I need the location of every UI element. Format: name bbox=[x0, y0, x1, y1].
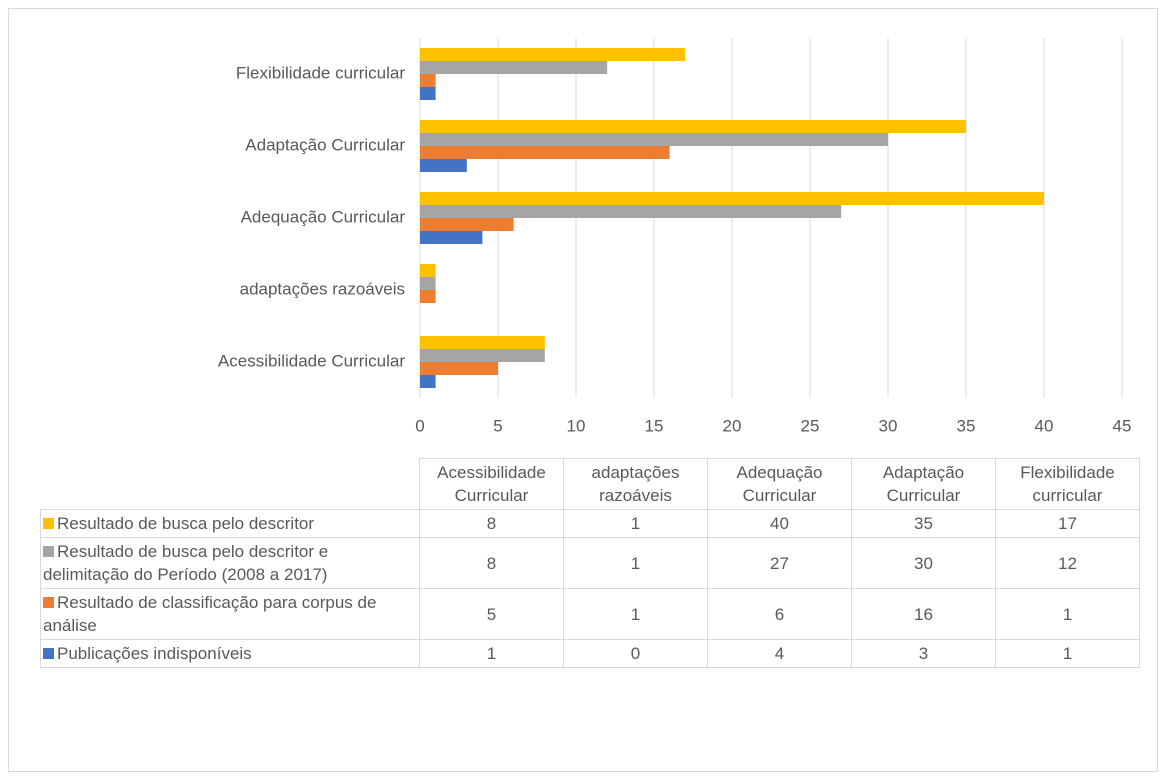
legend-label: Resultado de classificação para corpus d… bbox=[43, 593, 377, 635]
legend-cell: Publicações indisponíveis bbox=[40, 639, 420, 668]
column-header: Flexibilidade curricular bbox=[995, 458, 1140, 510]
y-tick-label: Acessibilidade Curricular bbox=[218, 351, 405, 370]
legend-label: Resultado de busca pelo descritor bbox=[57, 514, 315, 533]
value-cell: 1 bbox=[995, 639, 1140, 668]
value-cell: 6 bbox=[707, 588, 852, 640]
x-tick-label: 0 bbox=[415, 416, 424, 435]
bar bbox=[420, 48, 686, 61]
bar bbox=[420, 336, 545, 349]
legend-swatch bbox=[43, 546, 54, 557]
y-tick-label: Adaptação Curricular bbox=[245, 135, 405, 154]
bar bbox=[420, 362, 498, 375]
bar bbox=[420, 277, 436, 290]
bar bbox=[420, 74, 436, 87]
x-tick-label: 20 bbox=[723, 416, 742, 435]
bar bbox=[420, 375, 436, 388]
column-header: adaptações razoáveis bbox=[563, 458, 708, 510]
value-cell: 16 bbox=[851, 588, 996, 640]
bar bbox=[420, 120, 966, 133]
value-cell: 1 bbox=[563, 537, 708, 589]
chart-frame bbox=[8, 8, 1158, 772]
table-row: Resultado de busca pelo descritor e deli… bbox=[40, 537, 1140, 589]
table-row: Resultado de classificação para corpus d… bbox=[40, 588, 1140, 640]
legend-label: Publicações indisponíveis bbox=[57, 644, 252, 663]
table-row: Publicações indisponíveis 1 0 4 3 1 bbox=[40, 639, 1140, 668]
y-tick-label: Adequação Curricular bbox=[241, 207, 406, 226]
column-header: Adaptação Curricular bbox=[851, 458, 996, 510]
value-cell: 17 bbox=[995, 509, 1140, 538]
value-cell: 0 bbox=[563, 639, 708, 668]
bar bbox=[420, 61, 608, 74]
header-row: Acessibilidade Curricular adaptações razo… bbox=[41, 458, 1140, 510]
x-tick-label: 15 bbox=[645, 416, 664, 435]
x-tick-label: 25 bbox=[801, 416, 820, 435]
legend-label: Resultado de busca pelo descritor e deli… bbox=[43, 542, 329, 584]
bar bbox=[420, 159, 467, 172]
bar bbox=[420, 264, 436, 277]
value-cell: 1 bbox=[563, 509, 708, 538]
bar bbox=[420, 146, 670, 159]
value-cell: 12 bbox=[995, 537, 1140, 589]
value-cell: 8 bbox=[419, 537, 564, 589]
bar bbox=[420, 218, 514, 231]
data-table: Acessibilidade Curricular adaptações razo… bbox=[40, 458, 1140, 668]
value-cell: 3 bbox=[851, 639, 996, 668]
x-tick-label: 40 bbox=[1035, 416, 1054, 435]
bar bbox=[420, 290, 436, 303]
bar bbox=[420, 133, 888, 146]
legend-cell: Resultado de busca pelo descritor e deli… bbox=[40, 537, 420, 589]
bar bbox=[420, 349, 545, 362]
x-tick-label: 35 bbox=[957, 416, 976, 435]
blank-cell bbox=[41, 459, 420, 510]
x-tick-label: 5 bbox=[493, 416, 502, 435]
column-header: Adequação Curricular bbox=[707, 458, 852, 510]
value-cell: 35 bbox=[851, 509, 996, 538]
value-cell: 4 bbox=[707, 639, 852, 668]
legend-swatch bbox=[43, 648, 54, 659]
value-cell: 8 bbox=[419, 509, 564, 538]
y-tick-label: adaptações razoáveis bbox=[240, 279, 405, 298]
legend-cell: Resultado de classificação para corpus d… bbox=[40, 588, 420, 640]
legend-swatch bbox=[43, 518, 54, 529]
bar bbox=[420, 231, 483, 244]
x-tick-label: 45 bbox=[1113, 416, 1132, 435]
x-tick-label: 30 bbox=[879, 416, 898, 435]
value-cell: 30 bbox=[851, 537, 996, 589]
y-tick-label: Flexibilidade curricular bbox=[236, 63, 405, 82]
bar bbox=[420, 192, 1044, 205]
value-cell: 40 bbox=[707, 509, 852, 538]
value-cell: 27 bbox=[707, 537, 852, 589]
table-row: Resultado de busca pelo descritor 8 1 40 35 1… bbox=[40, 509, 1140, 538]
legend-cell: Resultado de busca pelo descritor bbox=[40, 509, 420, 538]
value-cell: 5 bbox=[419, 588, 564, 640]
value-cell: 1 bbox=[419, 639, 564, 668]
bar bbox=[420, 87, 436, 100]
x-tick-label: 10 bbox=[567, 416, 586, 435]
bar bbox=[420, 205, 842, 218]
value-cell: 1 bbox=[995, 588, 1140, 640]
column-header: Acessibilidade Curricular bbox=[419, 458, 564, 510]
legend-swatch bbox=[43, 597, 54, 608]
value-cell: 1 bbox=[563, 588, 708, 640]
